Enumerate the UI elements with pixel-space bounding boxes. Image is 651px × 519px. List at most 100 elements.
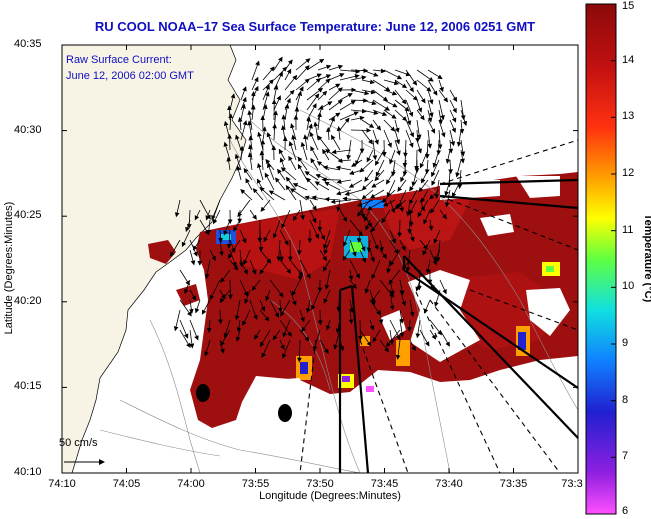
current-vector xyxy=(279,259,292,274)
current-vector xyxy=(309,131,319,151)
current-vector xyxy=(399,289,407,307)
current-vector xyxy=(179,269,190,286)
current-vector xyxy=(405,79,414,93)
current-vector xyxy=(383,119,396,132)
current-vector xyxy=(254,329,261,340)
current-vector xyxy=(383,89,398,96)
current-vector xyxy=(449,119,456,133)
current-vector xyxy=(273,95,281,111)
current-vector xyxy=(211,199,221,221)
current-vector xyxy=(306,77,321,91)
current-vector xyxy=(361,129,373,145)
current-vector xyxy=(297,239,302,256)
x-tick-label: 73:35 xyxy=(499,478,528,490)
current-vector xyxy=(243,168,253,181)
current-vector xyxy=(427,79,438,96)
current-vector xyxy=(170,239,181,257)
current-vector xyxy=(322,148,330,161)
current-label-line2: June 12, 2006 02:00 GMT xyxy=(66,70,194,82)
current-vector xyxy=(219,239,224,257)
current-vector xyxy=(301,319,311,332)
colorbar-title: Temperature (°C) xyxy=(642,213,651,303)
current-vector xyxy=(292,209,301,222)
current-vector xyxy=(385,329,401,348)
current-vector xyxy=(305,299,311,314)
current-vector xyxy=(379,239,384,252)
current-vector xyxy=(350,108,367,114)
current-vector xyxy=(236,165,242,181)
current-vector xyxy=(364,169,374,182)
current-vector xyxy=(309,219,320,240)
current-vector xyxy=(339,69,361,74)
current-vector xyxy=(194,209,201,221)
current-vector xyxy=(284,74,298,91)
current-vector xyxy=(292,279,301,297)
current-vector xyxy=(288,141,297,161)
current-vector xyxy=(385,169,396,185)
current-vector xyxy=(317,90,328,101)
x-tick-label: 74:05 xyxy=(112,478,141,490)
current-vector xyxy=(394,139,401,156)
current-vector xyxy=(444,189,451,208)
current-vector xyxy=(259,329,271,347)
current-vector xyxy=(289,259,304,277)
current-vector xyxy=(218,229,223,243)
current-vector xyxy=(361,179,374,191)
current-vector xyxy=(370,189,385,199)
current-vector xyxy=(252,188,264,201)
current-vector xyxy=(422,239,431,256)
current-vector xyxy=(323,289,331,304)
current-vector xyxy=(381,189,396,203)
current-vector xyxy=(394,79,408,89)
current-vector xyxy=(228,279,233,300)
current-vector xyxy=(311,289,321,311)
current-vector xyxy=(297,156,308,171)
current-vector xyxy=(434,179,440,199)
current-vector xyxy=(299,199,305,221)
current-vector xyxy=(189,289,197,301)
colorbar-tick-label: 7 xyxy=(622,450,629,463)
current-vector xyxy=(314,181,330,191)
current-vector xyxy=(206,319,212,333)
current-vector xyxy=(249,259,257,275)
current-vector xyxy=(409,179,418,192)
current-vector xyxy=(299,309,305,323)
current-vector xyxy=(344,189,363,196)
current-vector xyxy=(259,309,270,322)
current-vector xyxy=(427,119,436,134)
current-vector xyxy=(432,149,440,168)
current-vector xyxy=(181,229,191,248)
current-vector xyxy=(419,149,429,169)
current-vector xyxy=(245,178,253,191)
current-vector xyxy=(371,259,381,280)
current-vector xyxy=(359,239,366,252)
chart-title: RU COOL NOAA–17 Sea Surface Temperature:… xyxy=(94,19,536,34)
current-vector xyxy=(242,309,251,326)
current-vector xyxy=(201,299,211,315)
current-vector xyxy=(251,279,261,291)
current-vector xyxy=(284,68,292,81)
current-vector xyxy=(264,172,275,191)
current-vector xyxy=(357,199,371,217)
current-vector xyxy=(285,176,297,191)
current-vector xyxy=(427,89,434,105)
current-vector xyxy=(434,289,441,307)
current-vector xyxy=(339,339,345,352)
y-tick-label: 40:10 xyxy=(14,466,42,478)
current-vector xyxy=(272,123,277,141)
current-vector xyxy=(427,99,434,118)
current-vector xyxy=(280,167,297,181)
current-vector xyxy=(240,189,253,201)
current-vector xyxy=(317,64,332,71)
current-vector xyxy=(306,73,322,81)
current-vector xyxy=(317,135,330,151)
current-vectors xyxy=(170,56,468,363)
current-vector xyxy=(429,319,442,336)
current-vector xyxy=(348,179,363,188)
current-vector xyxy=(429,249,437,266)
current-vector xyxy=(371,289,381,303)
current-vector xyxy=(280,299,291,317)
current-vector xyxy=(282,319,291,338)
current-vector xyxy=(389,329,394,345)
current-vector xyxy=(445,149,451,164)
